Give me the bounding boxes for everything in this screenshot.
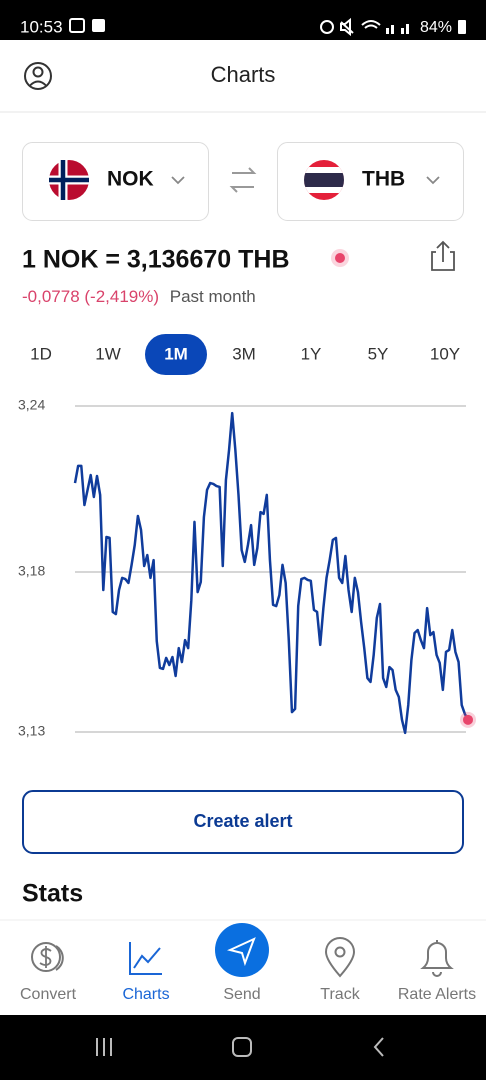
signal-icon — [386, 24, 409, 34]
y-tick-label: 3,24 — [18, 397, 45, 413]
rate-change: -0,0778 (-2,419%) — [22, 287, 159, 306]
range-tabs: 1D 1W 1M 3M 1Y 5Y 10Y — [30, 334, 460, 375]
nav-icon — [39, 946, 52, 968]
flag-thailand — [304, 160, 344, 200]
share-icon — [431, 240, 455, 271]
share-button[interactable] — [431, 240, 455, 271]
range-tab-label: 1M — [164, 344, 188, 363]
nav-icon — [324, 937, 356, 978]
rate-change-line: -0,0778 (-2,419%) Past month — [22, 287, 256, 306]
home-button[interactable] — [232, 1037, 252, 1057]
range-tab-selected — [145, 334, 207, 375]
live-dot — [335, 253, 345, 263]
status-time: 10:53 — [20, 17, 63, 36]
button-label: Create alert — [193, 811, 292, 831]
header-title: Charts — [211, 62, 276, 87]
rate-period: Past month — [170, 287, 256, 306]
wifi-icon — [361, 20, 381, 29]
gallery-icon — [69, 18, 85, 33]
nav-item[interactable]: Convert — [20, 942, 77, 1003]
y-tick-label: 3,13 — [18, 723, 45, 739]
nav-item[interactable]: Send — [215, 923, 269, 1003]
range-tab-label: 3M — [232, 344, 256, 363]
rate-text: 1 NOK = 3,136670 THB — [22, 246, 290, 274]
nav-label: Send — [223, 986, 260, 1003]
range-tab-label: 10Y — [430, 344, 460, 363]
range-tab-label: 5Y — [368, 344, 389, 363]
nav-items: Convert Charts Send Track Rate Alerts — [20, 923, 476, 1003]
swap-button[interactable] — [229, 167, 257, 193]
range-tab[interactable]: 1W — [95, 344, 121, 363]
profile-head — [32, 66, 44, 78]
swap-icon — [229, 167, 257, 193]
profile-body — [28, 80, 48, 87]
nav-label: Charts — [122, 986, 169, 1003]
nav-label: Rate Alerts — [398, 986, 476, 1003]
chart: 3,24 3,18 3,13 — [18, 397, 476, 739]
range-tab[interactable]: 5Y — [368, 344, 389, 363]
nav-label: Track — [320, 986, 360, 1003]
from-currency-selector[interactable]: NOK — [22, 142, 209, 221]
nav-icon — [215, 923, 269, 977]
nav-icon — [129, 942, 162, 975]
nav-item[interactable]: Charts — [122, 942, 170, 1003]
range-tab[interactable]: 10Y — [430, 344, 460, 363]
profile-icon — [24, 62, 52, 90]
check-icon — [92, 19, 105, 32]
chevron — [426, 176, 440, 185]
stats-title: Stats — [22, 880, 83, 908]
profile-button[interactable] — [24, 62, 52, 90]
chevron — [171, 176, 185, 185]
nav-icon — [334, 946, 346, 958]
last-point — [463, 714, 473, 725]
range-tab-label: 1D — [30, 344, 52, 363]
nav-icon — [31, 942, 61, 972]
system-nav-bar — [0, 1015, 486, 1080]
y-tick-label: 3,18 — [18, 563, 45, 579]
nav-icon — [55, 945, 64, 971]
alarm-icon — [320, 20, 334, 34]
range-tab[interactable]: 1Y — [301, 344, 322, 363]
back-button[interactable] — [373, 1037, 384, 1057]
recents-button[interactable] — [96, 1038, 112, 1056]
nav-item[interactable]: Track — [320, 937, 361, 1003]
price-line — [73, 411, 470, 735]
nav-icon — [226, 937, 256, 967]
to-currency-code: THB — [362, 168, 405, 191]
flag-cross-blue — [49, 160, 89, 200]
button-border — [22, 790, 464, 854]
flag-stripe-blue — [304, 173, 344, 187]
to-currency-selector[interactable]: THB — [277, 142, 464, 221]
range-tab-label: 1W — [95, 344, 121, 363]
range-tab[interactable]: 1M — [145, 334, 207, 375]
range-tab[interactable]: 3M — [232, 344, 256, 363]
nav-label: Convert — [20, 986, 77, 1003]
range-tab-label: 1Y — [301, 344, 322, 363]
nav-item[interactable]: Rate Alerts — [398, 940, 476, 1003]
from-currency-code: NOK — [107, 168, 154, 191]
mute-icon — [340, 17, 354, 37]
create-alert-button[interactable]: Create alert — [22, 790, 464, 854]
nav-icon — [420, 940, 454, 977]
range-tab[interactable]: 1D — [30, 344, 52, 363]
battery-level: 84% — [420, 19, 452, 36]
battery-icon — [458, 20, 466, 34]
